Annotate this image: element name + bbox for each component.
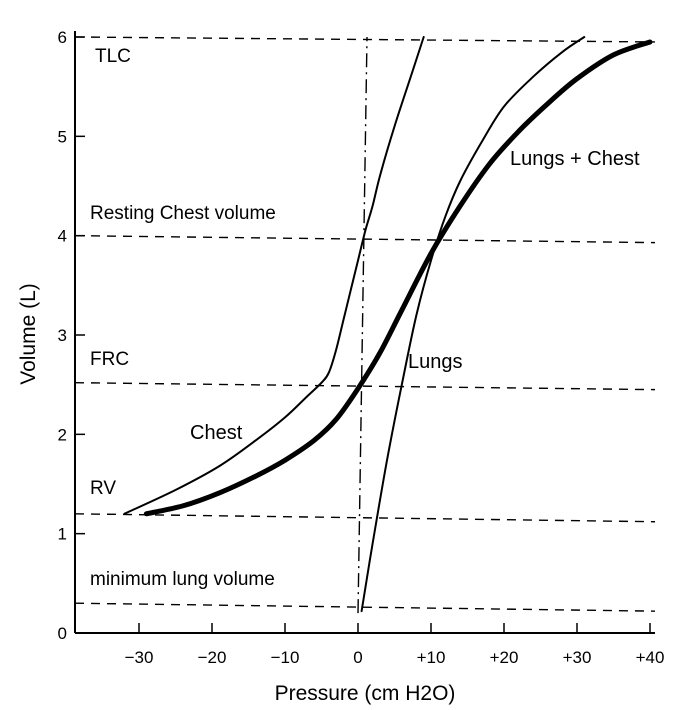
x-tick-label: +40 bbox=[636, 648, 665, 667]
y-tick-label: 1 bbox=[58, 525, 67, 544]
lungs-chest-curve bbox=[143, 39, 653, 517]
frc-label: FRC bbox=[90, 349, 129, 370]
x-axis-label: Pressure (cm H2O) bbox=[275, 682, 456, 705]
y-tick-label: 3 bbox=[58, 326, 67, 345]
reference-lines-layer bbox=[74, 36, 656, 614]
reference-line bbox=[74, 602, 656, 612]
lungs-curve bbox=[360, 36, 586, 613]
reference-line bbox=[74, 234, 656, 244]
y-tick-label: 5 bbox=[58, 127, 67, 146]
zero-pressure-line bbox=[357, 36, 368, 614]
x-tick-label: −20 bbox=[198, 648, 227, 667]
x-tick-label: +10 bbox=[417, 648, 446, 667]
x-tick-label: −30 bbox=[125, 648, 154, 667]
y-tick-label: 0 bbox=[58, 624, 67, 643]
y-tick-label: 4 bbox=[58, 227, 67, 246]
reference-line bbox=[74, 381, 656, 391]
x-tick-label: +30 bbox=[563, 648, 592, 667]
chest-curve-label: Chest bbox=[190, 422, 243, 444]
resting-chest-volume-label: Resting Chest volume bbox=[90, 203, 276, 224]
chest-curve bbox=[123, 36, 425, 515]
y-tick-label: 6 bbox=[58, 28, 67, 47]
lungs-curve-label: Lungs bbox=[408, 351, 463, 373]
minimum-lung-volume-label: minimum lung volume bbox=[90, 569, 275, 590]
x-tick-label: 0 bbox=[353, 648, 362, 667]
rv-label: RV bbox=[90, 478, 116, 499]
y-axis-label: Volume (L) bbox=[17, 283, 40, 385]
ticks-layer: −30 −20 −10 0 +10 +20 +30 +40 0 1 2 3 4 5 6 bbox=[58, 28, 665, 667]
x-tick-label: −10 bbox=[271, 648, 300, 667]
reference-line bbox=[74, 36, 656, 43]
x-tick-label: +20 bbox=[490, 648, 519, 667]
reference-line bbox=[74, 513, 656, 523]
axes-layer bbox=[74, 31, 655, 634]
tlc-label: TLC bbox=[95, 46, 131, 67]
curves-layer bbox=[123, 36, 653, 613]
y-tick-label: 2 bbox=[58, 425, 67, 444]
labels-layer: Pressure (cm H2O) Volume (L) TLC Resting… bbox=[17, 46, 640, 705]
lungs-plus-chest-curve-label: Lungs + Chest bbox=[510, 148, 640, 170]
